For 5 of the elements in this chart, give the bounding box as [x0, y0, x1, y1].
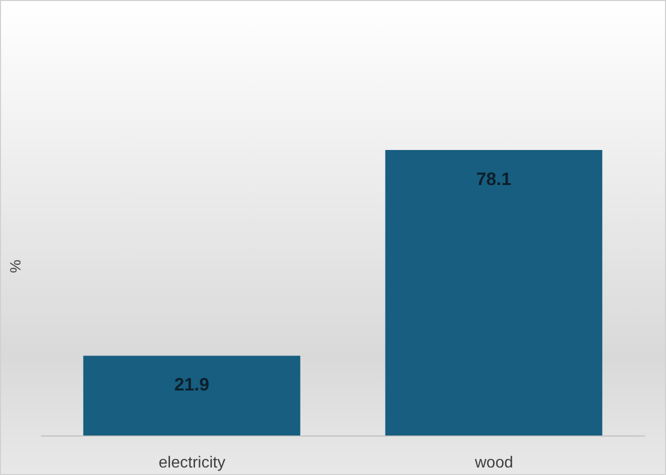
x-tick-label: electricity [158, 454, 226, 472]
x-tick-label: wood [474, 454, 514, 472]
data-label: 78.1 [476, 168, 512, 189]
data-label: 21.9 [174, 374, 210, 395]
y-axis-title: % [7, 260, 24, 273]
